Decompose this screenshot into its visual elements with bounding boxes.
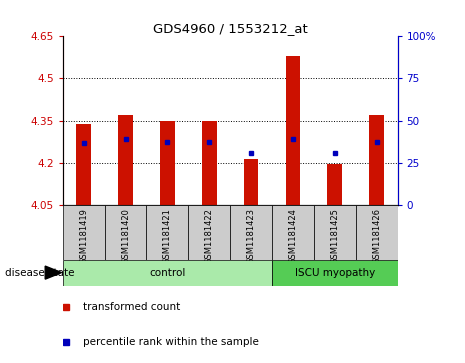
- Bar: [230, 205, 272, 260]
- Text: GSM1181424: GSM1181424: [288, 208, 298, 264]
- Text: GSM1181419: GSM1181419: [79, 208, 88, 264]
- Bar: [272, 205, 314, 260]
- Bar: [202, 121, 217, 205]
- Bar: [327, 164, 342, 205]
- Bar: [63, 260, 272, 286]
- Bar: [314, 205, 356, 260]
- Text: GSM1181426: GSM1181426: [372, 208, 381, 264]
- Text: disease state: disease state: [5, 268, 74, 278]
- Text: GSM1181423: GSM1181423: [246, 208, 256, 264]
- Bar: [76, 123, 91, 205]
- Text: GSM1181425: GSM1181425: [330, 208, 339, 264]
- Text: transformed count: transformed count: [83, 302, 180, 312]
- Bar: [356, 205, 398, 260]
- Text: GSM1181422: GSM1181422: [205, 208, 214, 264]
- Bar: [160, 121, 175, 205]
- Text: GSM1181420: GSM1181420: [121, 208, 130, 264]
- Bar: [146, 205, 188, 260]
- Bar: [244, 159, 259, 205]
- Bar: [105, 205, 146, 260]
- Title: GDS4960 / 1553212_at: GDS4960 / 1553212_at: [153, 22, 307, 35]
- Bar: [63, 205, 105, 260]
- Bar: [272, 260, 398, 286]
- Bar: [369, 115, 384, 205]
- Polygon shape: [45, 266, 61, 279]
- Text: percentile rank within the sample: percentile rank within the sample: [83, 337, 259, 347]
- Text: control: control: [149, 268, 186, 278]
- Text: GSM1181421: GSM1181421: [163, 208, 172, 264]
- Bar: [286, 56, 300, 205]
- Bar: [118, 115, 133, 205]
- Text: ISCU myopathy: ISCU myopathy: [295, 268, 375, 278]
- Bar: [188, 205, 230, 260]
